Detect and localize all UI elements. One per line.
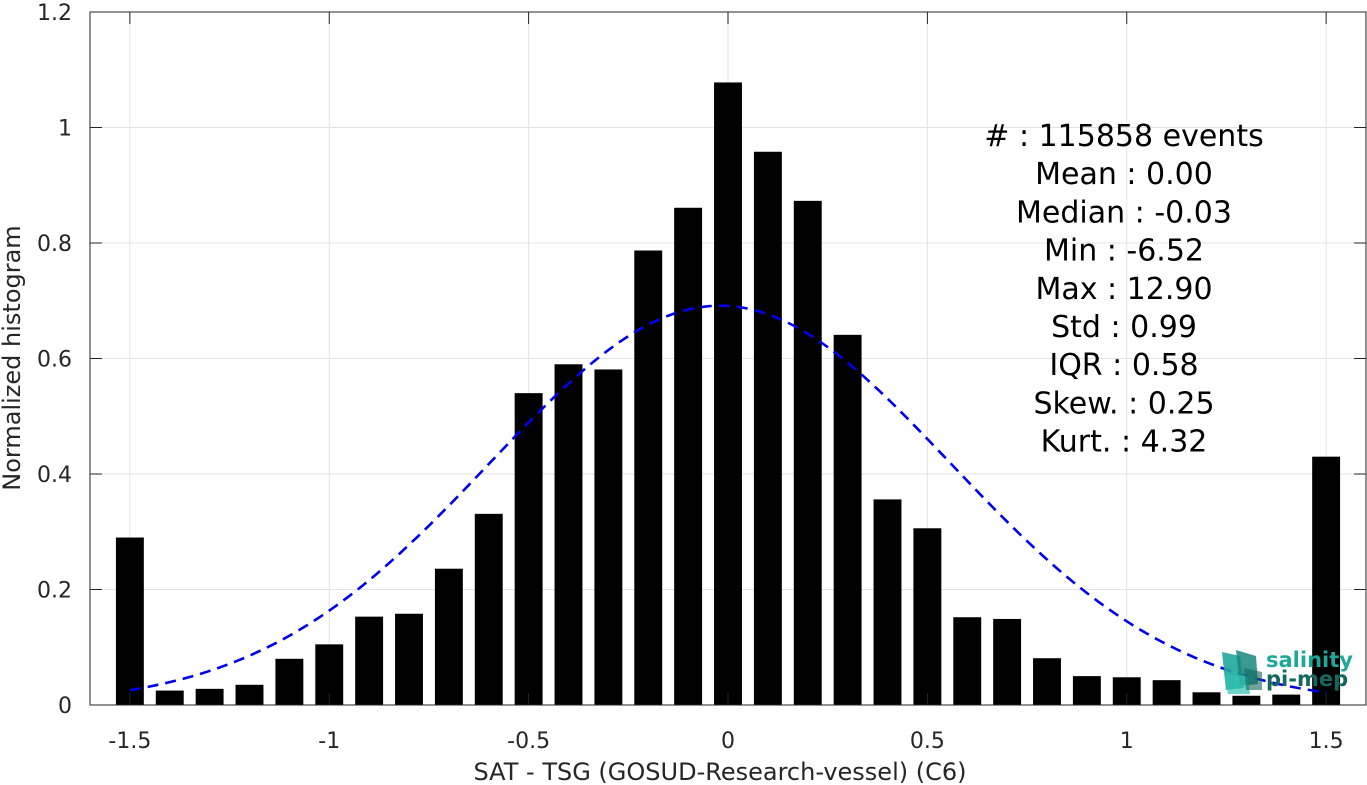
y-tick-label: 0 xyxy=(58,694,72,719)
y-tick-label: 1 xyxy=(58,117,72,142)
x-tick-label: 1 xyxy=(1120,729,1134,754)
x-tick-label: -0.5 xyxy=(507,729,550,754)
y-tick-label: 0.4 xyxy=(37,463,72,488)
histogram-bar xyxy=(195,688,224,705)
salinity-pi-mep-logo: salinity pi-mep xyxy=(1222,648,1353,694)
stats-line: # : 115858 events xyxy=(984,119,1263,154)
logo-mark-icon xyxy=(1222,650,1262,694)
histogram-bar xyxy=(514,393,543,705)
stats-line: Max : 12.90 xyxy=(1035,272,1212,307)
y-tick-label: 0.2 xyxy=(37,579,72,604)
histogram-bar xyxy=(1192,692,1221,705)
histogram-bar xyxy=(474,513,503,705)
y-axis-label: Normalized histogram xyxy=(0,225,26,490)
axis-ticks xyxy=(90,11,1366,706)
histogram-bar xyxy=(235,684,264,705)
histogram-bar xyxy=(1152,680,1181,705)
histogram-bar xyxy=(634,250,663,705)
histogram-bar xyxy=(1232,695,1261,705)
x-tick-label: 1.5 xyxy=(1309,729,1344,754)
x-tick-labels: -1.5 -1 -0.5 0 0.5 1 1.5 xyxy=(108,729,1343,754)
histogram-bar xyxy=(833,334,862,705)
stats-line: Std : 0.99 xyxy=(1051,310,1197,345)
x-tick-label: 0 xyxy=(721,729,735,754)
histogram-bar xyxy=(395,613,423,705)
histogram-bar xyxy=(1272,694,1301,705)
y-tick-label: 1.2 xyxy=(37,1,72,26)
stats-line: IQR : 0.58 xyxy=(1049,348,1198,383)
stats-line: Min : -6.52 xyxy=(1044,234,1204,269)
y-tick-labels: 0 0.2 0.4 0.6 0.8 1 1.2 xyxy=(37,1,72,719)
histogram-bar xyxy=(793,200,822,705)
histogram-bar xyxy=(714,82,742,705)
histogram-bar xyxy=(115,537,144,705)
logo-line2: pi-mep xyxy=(1266,667,1348,691)
histogram-bar xyxy=(1312,456,1341,705)
histogram-bar xyxy=(155,690,184,705)
stats-line: Skew. : 0.25 xyxy=(1033,386,1214,421)
stats-line: Median : -0.03 xyxy=(1016,195,1232,230)
x-tick-label: 0.5 xyxy=(910,729,945,754)
y-tick-label: 0.6 xyxy=(37,348,72,373)
normal-fit-curve xyxy=(129,304,1327,694)
histogram-bar xyxy=(554,364,583,705)
histogram-bar xyxy=(275,658,304,705)
histogram-bar xyxy=(1072,676,1101,705)
histogram-bar xyxy=(953,617,982,705)
y-tick-label: 0.8 xyxy=(37,232,72,257)
histogram-bar xyxy=(993,618,1022,705)
stats-line: Kurt. : 4.32 xyxy=(1041,425,1208,460)
histogram-bar xyxy=(674,207,703,705)
x-tick-label: -1 xyxy=(318,729,340,754)
histogram-bar xyxy=(873,499,902,705)
histogram-bar xyxy=(594,369,623,705)
x-tick-label: -1.5 xyxy=(108,729,151,754)
histogram-bar xyxy=(913,528,942,705)
stats-line: Mean : 0.00 xyxy=(1035,157,1213,192)
histogram-bars xyxy=(115,82,1341,705)
histogram-bar xyxy=(1033,658,1061,705)
histogram-bar xyxy=(753,151,782,705)
x-axis-label: SAT - TSG (GOSUD-Research-vessel) (C6) xyxy=(474,758,967,785)
logo-line1: salinity xyxy=(1266,648,1353,672)
histogram-bar xyxy=(434,568,463,705)
histogram-bar xyxy=(355,616,384,705)
